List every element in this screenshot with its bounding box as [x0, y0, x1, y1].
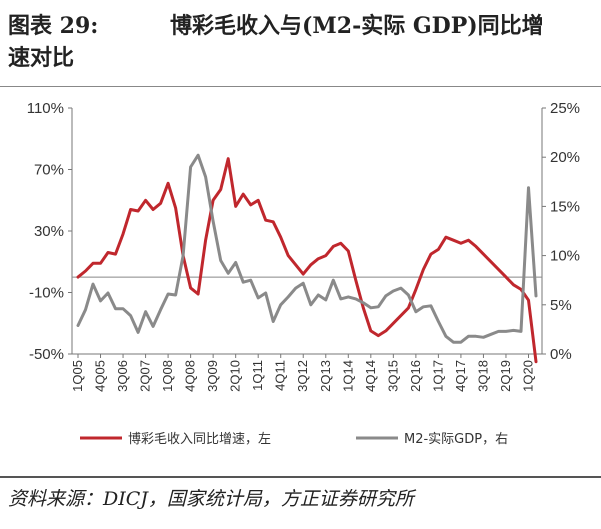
- x-tick-label: 1Q14: [340, 360, 355, 392]
- x-tick-label: 2Q13: [318, 360, 333, 392]
- x-tick-label: 1Q05: [70, 360, 85, 392]
- legend-label: M2-实际GDP，右: [404, 432, 508, 447]
- chart: 110% 70% 30% -10% -50% 25% 20% 15% 10% 5% 0% 1Q05…: [27, 100, 580, 447]
- series-lines: [76, 153, 538, 364]
- figure-title-line2: 速对比: [8, 45, 75, 71]
- x-tick-label: 2Q19: [498, 360, 513, 392]
- series-line-m2-minus-gdp: [76, 153, 538, 344]
- left-tick-label: -50%: [29, 346, 64, 363]
- left-tick-label: 110%: [27, 100, 64, 117]
- series-line-gaming-revenue: [76, 157, 538, 364]
- legend-label: 博彩毛收入同比增速，左: [128, 432, 271, 447]
- left-tick-label: 30%: [34, 223, 64, 240]
- figure-title: 图表 29: 博彩毛收入与(M2-实际 GDP)同比增 速对比: [8, 6, 594, 72]
- figure-title-line1: 博彩毛收入与(M2-实际 GDP)同比增: [170, 13, 544, 39]
- x-tick-label: 2Q07: [138, 360, 153, 392]
- x-tick-label: 3Q18: [475, 360, 490, 392]
- x-tick-label: 3Q12: [295, 360, 310, 392]
- x-tick-label: 4Q05: [93, 360, 108, 392]
- x-tick-label: 4Q14: [363, 360, 378, 392]
- right-tick-label: 25%: [550, 100, 580, 117]
- x-tick-label: 3Q06: [115, 360, 130, 392]
- x-tick-label: 1Q08: [160, 360, 175, 392]
- x-tick-label: 1Q17: [430, 360, 445, 392]
- x-axis-labels: 1Q05 4Q05 3Q06 2Q07 1Q08 4Q08 3Q09 2Q10 1Q11 4Q11…: [70, 360, 535, 392]
- source-note: 资料来源：DICJ，国家统计局，方正证券研究所: [8, 488, 414, 510]
- x-tick-label: 3Q15: [385, 360, 400, 392]
- x-tick-label: 3Q09: [205, 360, 220, 392]
- left-tick-label: 70%: [34, 162, 64, 179]
- axes: [68, 107, 546, 358]
- x-tick-label: 4Q11: [273, 360, 288, 391]
- right-tick-label: 20%: [550, 149, 580, 166]
- x-tick-label: 1Q20: [520, 360, 535, 392]
- right-tick-label: 5%: [550, 297, 572, 314]
- x-tick-label: 4Q08: [183, 360, 198, 392]
- x-tick-label: 2Q10: [228, 360, 243, 392]
- title-divider: [0, 86, 601, 87]
- legend: 博彩毛收入同比增速，左 M2-实际GDP，右: [80, 432, 508, 447]
- x-tick-label: 2Q16: [408, 360, 423, 392]
- x-tick-label: 1Q11: [250, 360, 265, 391]
- left-tick-label: -10%: [29, 285, 64, 302]
- x-tick-label: 4Q17: [453, 360, 468, 392]
- source-divider: [0, 476, 601, 478]
- figure-number: 图表 29:: [8, 13, 99, 39]
- right-tick-label: 0%: [550, 346, 572, 363]
- right-tick-label: 10%: [550, 248, 580, 265]
- right-tick-label: 15%: [550, 198, 580, 215]
- left-axis-labels: 110% 70% 30% -10% -50%: [27, 100, 64, 363]
- right-axis-labels: 25% 20% 15% 10% 5% 0%: [550, 100, 580, 363]
